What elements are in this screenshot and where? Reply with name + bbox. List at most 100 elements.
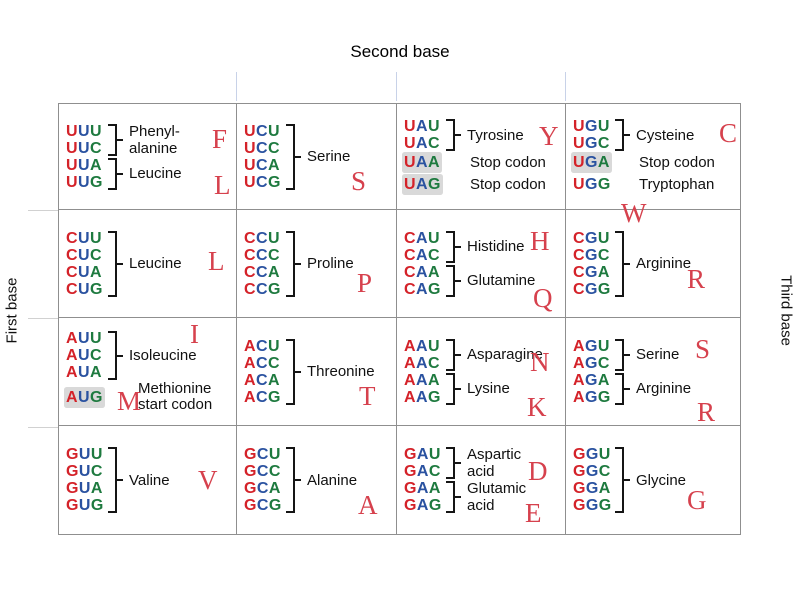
codon-AUG: AUG [66, 388, 103, 406]
bracket [286, 338, 295, 405]
bracket [446, 372, 455, 405]
amino-acid-code: L [214, 170, 231, 200]
base-letter: C [256, 446, 269, 463]
codon-group: AGA AGG Arginine [573, 372, 740, 406]
bracket [108, 123, 117, 156]
base-letter: C [255, 337, 268, 355]
base-letter: G [585, 497, 599, 514]
base-letter: G [573, 480, 586, 497]
label-line: Methionine [138, 380, 212, 397]
amino-acid-code: R [687, 264, 706, 294]
codon-UUA: UUA [66, 157, 102, 174]
codon-group: UAA Stop codon UAG Stop codon [404, 152, 565, 195]
amino-acid-label: Stop codon [639, 154, 715, 171]
amino-acid-label: Asparagine [467, 346, 543, 363]
codon-row: UGA Stop codon [573, 152, 715, 173]
base-letter: A [415, 354, 428, 372]
amino-acid-label: Leucine [129, 255, 182, 272]
first-base-row-g: G [28, 427, 58, 535]
amino-acid-label: Arginine [636, 255, 691, 272]
codon-CGG: CGG [573, 281, 611, 298]
amino-acid-label: Threonine [307, 363, 375, 380]
codon-AGC: AGC [573, 355, 610, 372]
codon-stack: UGG [573, 176, 615, 193]
base-letter: A [428, 480, 441, 497]
label-line: Serine [307, 148, 351, 165]
base-letter: U [77, 246, 90, 264]
base-letter: G [404, 463, 417, 480]
codon-group: ACU ACC ACA ACG Threonine [244, 338, 396, 406]
base-letter: C [427, 354, 440, 372]
base-letter: G [267, 173, 281, 191]
codon-group: CAA CAG Glutamine [404, 264, 565, 298]
codon-stack: GAU GAC [404, 446, 446, 480]
codon-group: AUG Methionine start codon [66, 381, 236, 413]
bracket [615, 372, 624, 405]
amino-acid-code: S [351, 166, 367, 196]
base-letter: A [89, 364, 102, 381]
amino-acid-code: V [198, 465, 218, 495]
label-line: Tyrosine [467, 126, 524, 144]
bracket [446, 119, 455, 151]
codon-rows: UGA Stop codon UGG Tryptophan [573, 152, 715, 195]
base-letter: U [267, 229, 280, 247]
base-letter: U [66, 139, 78, 157]
base-letter: U [573, 118, 585, 135]
base-letter: G [584, 154, 598, 171]
codon-CUC: CUC [66, 247, 102, 264]
base-letter: G [584, 354, 598, 372]
codon-group: AAU AAC Asparagine [404, 338, 565, 372]
codon-CUG: CUG [66, 281, 103, 298]
amino-acid-label: Methionine start codon [138, 381, 212, 413]
codon-GAG: GAG [404, 497, 442, 514]
base-letter: A [244, 354, 256, 372]
amino-acid-label: Aspartic acid [467, 446, 521, 480]
codon-GGA: GGA [573, 480, 611, 497]
label-line: Leucine [129, 165, 182, 182]
amino-acid-code: F [212, 124, 228, 154]
amino-acid-code: S [695, 334, 711, 364]
base-letter: U [66, 122, 78, 140]
codon-stack: UGU UGC [573, 118, 615, 152]
label-line: Stop codon [470, 154, 546, 171]
base-letter: G [573, 446, 586, 463]
label-line: Glutamic [467, 480, 527, 497]
base-letter: G [584, 246, 598, 264]
label-line: Serine [636, 346, 680, 363]
codon-stack: AAU AAC [404, 338, 446, 372]
codon-group: AAA AAG Lysine [404, 372, 565, 406]
base-letter: A [66, 364, 78, 381]
base-letter: U [78, 497, 91, 514]
cell-GA: GAU GAC Aspartic acid D GAA GAG Glutamic acid E [397, 426, 566, 534]
bracket [615, 338, 624, 371]
base-letter: C [597, 135, 610, 152]
base-letter: G [89, 388, 103, 406]
base-letter: C [256, 497, 269, 514]
codon-row: UGG Tryptophan [573, 174, 715, 195]
amino-acid-label: Arginine [636, 380, 691, 397]
base-letter: C [256, 480, 269, 497]
amino-acid-code: E [525, 498, 542, 528]
base-letter: A [90, 480, 103, 497]
codon-stack: AAA AAG [404, 372, 446, 406]
base-letter: C [268, 463, 281, 480]
codon-group: UGU UGC Cysteine [573, 118, 740, 152]
codon-GUA: GUA [66, 480, 103, 497]
cell-CG: CGU CGC CGA CGG Arginine R [566, 210, 740, 318]
codon-GCA: GCA [244, 480, 281, 497]
third-base-letter: A [751, 377, 763, 394]
base-letter: G [597, 176, 611, 193]
amino-acid-code: N [530, 347, 550, 377]
codon-AUA: AUA [66, 364, 102, 381]
base-letter: A [573, 337, 585, 355]
base-letter: G [584, 118, 598, 135]
label-line: Lysine [467, 380, 510, 397]
base-letter: U [244, 173, 256, 191]
base-letter: A [66, 388, 78, 406]
base-letter: G [404, 446, 417, 463]
base-letter: U [267, 122, 280, 140]
codon-GGG: GGG [573, 497, 612, 514]
base-letter: C [255, 156, 268, 174]
base-letter: A [267, 156, 280, 174]
